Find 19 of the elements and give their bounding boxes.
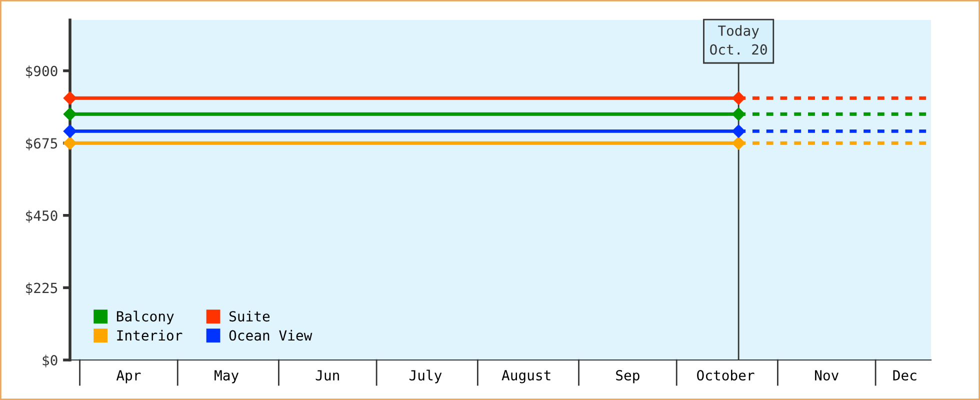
y-tick-label: $450 bbox=[26, 210, 58, 223]
y-tick-label: $675 bbox=[26, 138, 58, 150]
y-tick-label: $900 bbox=[26, 66, 58, 78]
legend-label: Ocean View bbox=[229, 330, 312, 341]
legend-label: Interior bbox=[117, 330, 182, 341]
y-tick-label: $0 bbox=[42, 354, 58, 368]
ref-line-label: Today Oct. 20 bbox=[710, 25, 767, 55]
x-tick-label: May bbox=[214, 370, 239, 384]
y-tick-label: $225 bbox=[26, 282, 58, 296]
x-tick-label: Dec bbox=[893, 370, 916, 381]
legend-label: Balcony bbox=[116, 310, 174, 324]
x-tick-label: Jun bbox=[316, 370, 339, 381]
x-tick-label: Nov bbox=[815, 370, 838, 381]
legend-label: Suite bbox=[230, 310, 270, 322]
x-tick-label: July bbox=[410, 370, 442, 384]
x-tick-label: Sep bbox=[616, 370, 640, 384]
x-tick-label: October bbox=[697, 370, 754, 381]
x-tick-label: August bbox=[502, 370, 550, 384]
x-tick-label: Apr bbox=[116, 370, 141, 384]
